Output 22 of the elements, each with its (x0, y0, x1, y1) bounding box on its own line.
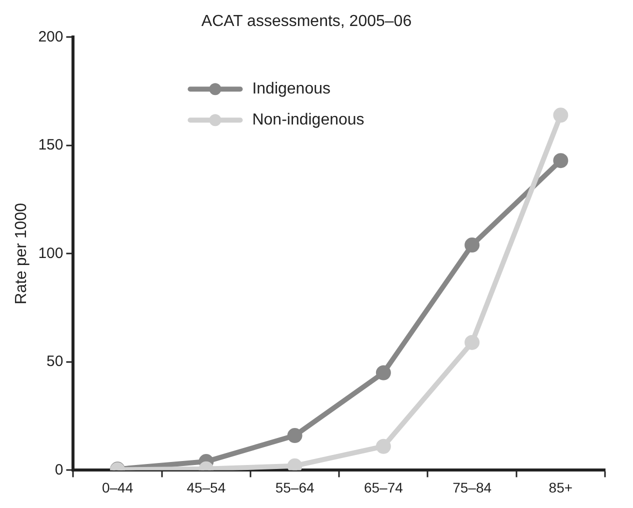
point (376, 438, 391, 454)
chart-title: ACAT assessments, 2005–06 (201, 13, 412, 30)
point (376, 365, 391, 380)
legend-label: Indigenous (252, 80, 331, 98)
x-tick-label: 55–64 (275, 479, 314, 496)
x-tick-label: 0–44 (102, 479, 134, 496)
y-tick-label: 150 (38, 136, 64, 154)
x-tick-label: 65–74 (364, 479, 404, 496)
legend-label: Non-indigenous (252, 112, 364, 129)
y-tick-label: 0 (54, 461, 64, 478)
point (464, 334, 480, 350)
x-tick-label: 45–54 (186, 479, 226, 496)
y-tick-label: 50 (46, 353, 64, 370)
point (287, 428, 302, 444)
point (553, 108, 568, 123)
point (553, 153, 568, 168)
x-tick-label: 85+ (548, 479, 573, 496)
point (464, 238, 480, 253)
x-tick-label: 75–84 (452, 479, 492, 496)
y-axis-title: Rate per 1000 (13, 202, 30, 304)
y-tick-label: 100 (38, 244, 64, 262)
y-tick-label: 200 (38, 28, 64, 46)
